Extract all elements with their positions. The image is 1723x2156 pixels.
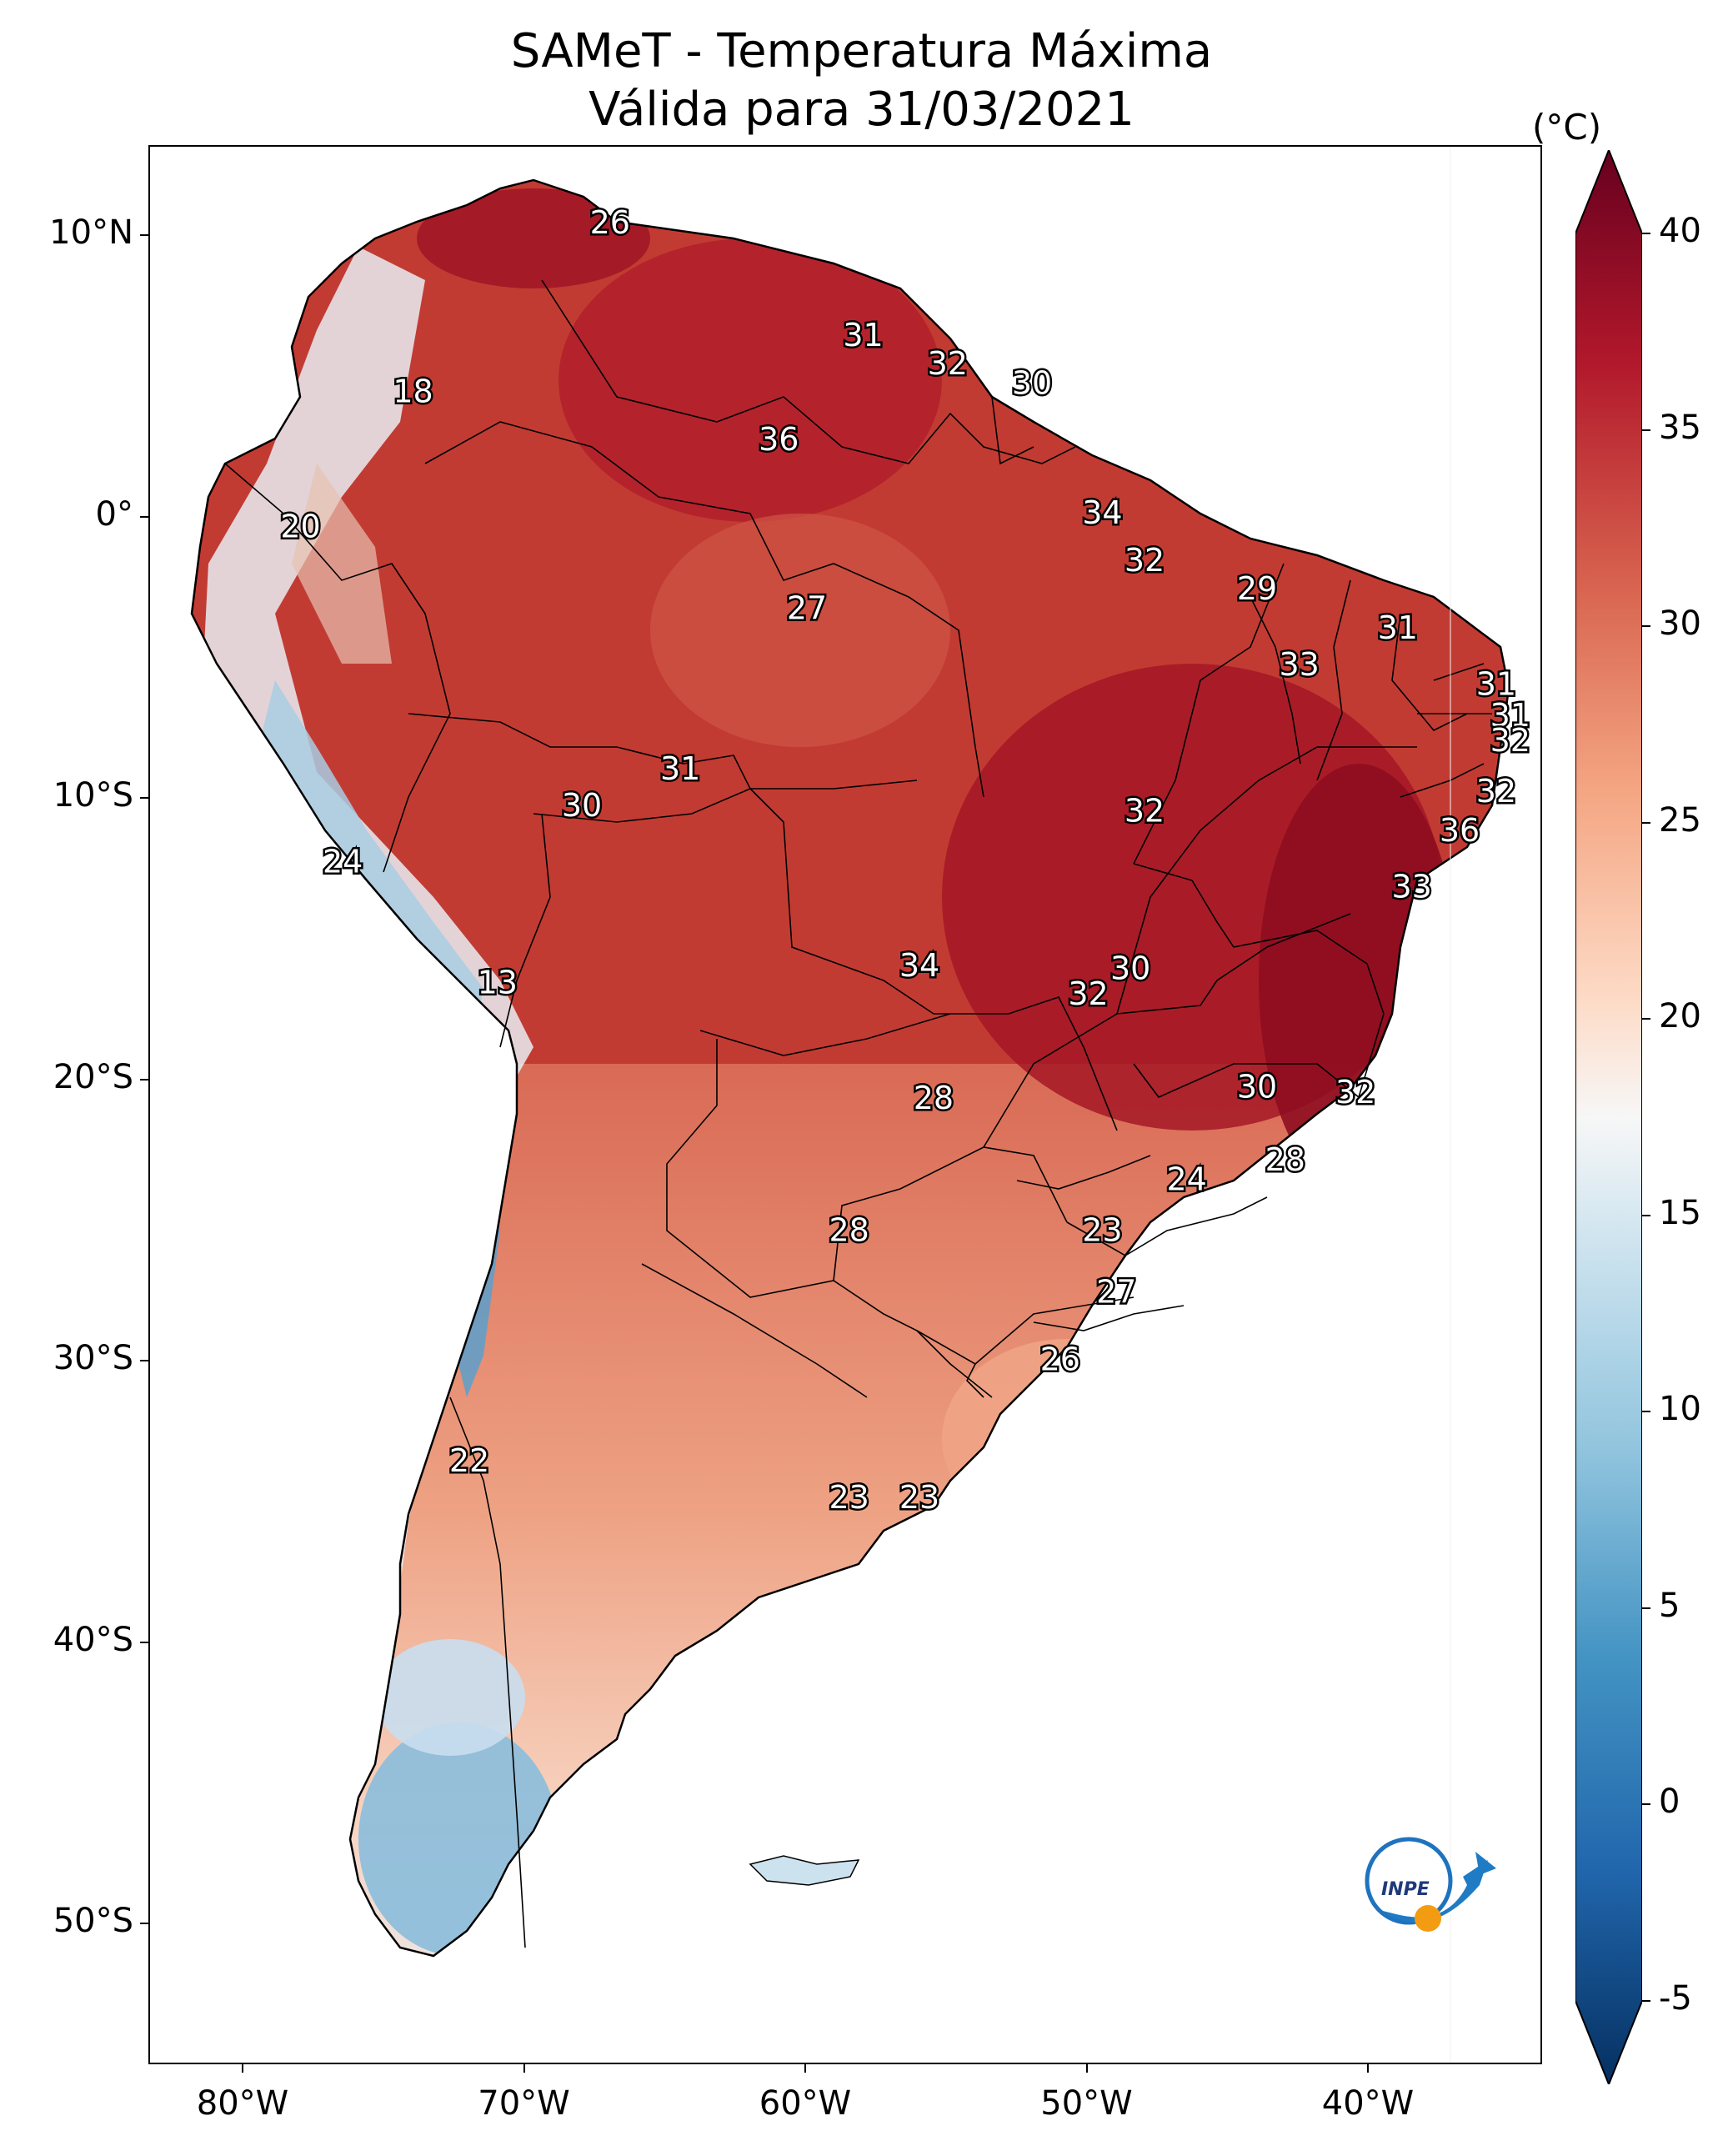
- colorbar-tick-label: 10: [1659, 1390, 1701, 1429]
- colorbar-tick-label: 35: [1659, 408, 1701, 447]
- latitude-tick-label: 0°: [95, 494, 133, 534]
- colorbar-tick: [1642, 233, 1650, 234]
- temperature-value-label: 31: [1490, 697, 1530, 734]
- map-title: SAMeT - Temperatura Máxima: [510, 24, 1213, 78]
- latitude-tick-label: 40°S: [53, 1620, 133, 1659]
- latitude-tick: [140, 515, 148, 518]
- colorbar: [1575, 150, 1642, 2084]
- latitude-tick-label: 50°S: [53, 1902, 133, 1940]
- temperature-value-label: 33: [1279, 646, 1319, 683]
- temperature-value-label: 29: [1237, 570, 1277, 607]
- temperature-value-label: 32: [1335, 1074, 1375, 1111]
- temperature-value-label: 18: [393, 374, 433, 410]
- inpe-logo: INPE: [1365, 1837, 1496, 1932]
- colorbar-gradient: [1575, 150, 1642, 2084]
- temperature-value-label: 24: [323, 843, 363, 880]
- colorbar-tick-label: 15: [1659, 1193, 1701, 1232]
- colorbar-tick: [1642, 2000, 1650, 2002]
- temperature-value-label: 32: [1124, 542, 1165, 579]
- colorbar-tick-label: 25: [1659, 800, 1701, 840]
- colorbar-tick: [1642, 821, 1650, 824]
- longitude-tick: [242, 2064, 243, 2073]
- temperature-value-label: 34: [899, 947, 939, 984]
- longitude-tick: [1367, 2064, 1369, 2073]
- temperature-value-label: 23: [1082, 1211, 1122, 1248]
- temperature-value-label: 32: [1490, 722, 1530, 759]
- colorbar-tick-label: 20: [1659, 997, 1701, 1036]
- latitude-tick-label: 10°N: [49, 213, 133, 252]
- political-borders: [224, 279, 1492, 1948]
- longitude-tick-label: 50°W: [1040, 2084, 1133, 2123]
- longitude-tick-label: 40°W: [1321, 2084, 1415, 2123]
- temperature-value-label: 31: [1378, 609, 1418, 646]
- temperature-value-label: 32: [1476, 773, 1516, 810]
- colorbar-tick-label: 30: [1659, 604, 1701, 644]
- colorbar-tick: [1642, 1803, 1650, 1806]
- map-panel: 26 18 31 32 30 36 34 20 32 29 27 31 33 31 31 32 31 30 32 32…: [148, 145, 1542, 2064]
- temperature-value-label: 26: [590, 204, 630, 241]
- temperature-value-label: 30: [1237, 1068, 1277, 1105]
- temperature-value-label: 32: [1068, 975, 1108, 1012]
- temperature-value-label: 23: [899, 1479, 939, 1516]
- temperature-value-label: 36: [759, 421, 799, 458]
- temperature-value-label: 22: [449, 1442, 489, 1479]
- temperature-value-label: 28: [1265, 1141, 1305, 1178]
- longitude-tick: [523, 2064, 525, 2073]
- latitude-tick: [140, 1078, 148, 1081]
- colorbar-tick-label: -5: [1659, 1979, 1692, 2018]
- temperature-value-label: 31: [843, 317, 883, 353]
- temperature-value-label: 30: [1012, 365, 1052, 402]
- temperature-value-label: 13: [478, 964, 518, 1000]
- colorbar-unit: (°C): [1532, 107, 1602, 148]
- temperature-value-label: 23: [829, 1479, 869, 1516]
- colorbar-tick: [1642, 625, 1650, 628]
- inpe-logo-text: INPE: [1381, 1879, 1430, 1900]
- latitude-tick: [140, 234, 148, 236]
- colorbar-tick-label: 40: [1659, 212, 1701, 250]
- falkland-islands: [749, 1855, 860, 1886]
- temperature-value-label: 26: [1040, 1341, 1080, 1378]
- colorbar-tick-label: 0: [1659, 1782, 1680, 1822]
- latitude-tick-label: 30°S: [53, 1339, 133, 1377]
- colorbar-tick: [1642, 1411, 1650, 1413]
- temperature-value-label: 32: [928, 345, 968, 382]
- latitude-tick-label: 20°S: [53, 1057, 133, 1096]
- temperature-value-label: 27: [787, 590, 827, 627]
- latitude-tick: [140, 1923, 148, 1924]
- longitude-tick: [1085, 2064, 1088, 2073]
- temperature-value-label: 28: [829, 1211, 869, 1248]
- map-subtitle: Válida para 31/03/2021: [589, 83, 1134, 137]
- latitude-tick-label: 10°S: [53, 776, 133, 815]
- colorbar-tick-label: 5: [1659, 1586, 1680, 1625]
- latitude-tick: [140, 1360, 148, 1361]
- temperature-value-label: 20: [280, 509, 320, 545]
- longitude-tick-label: 70°W: [478, 2084, 570, 2123]
- temperature-value-label: 27: [1096, 1274, 1136, 1311]
- colorbar-tick: [1642, 1607, 1650, 1609]
- temperature-value-label: 24: [1166, 1161, 1206, 1198]
- temperature-value-label: 31: [1476, 666, 1516, 703]
- colorbar-tick: [1642, 1214, 1650, 1216]
- temperature-value-label: 30: [562, 787, 602, 824]
- temperature-value-label: 33: [1391, 869, 1431, 905]
- latitude-tick: [140, 1641, 148, 1643]
- temperature-value-label: 32: [1124, 793, 1165, 830]
- temperature-value-label: 28: [914, 1080, 954, 1116]
- temperature-value-label: 36: [1440, 812, 1480, 849]
- colorbar-tick: [1642, 429, 1650, 431]
- longitude-tick-label: 80°W: [196, 2084, 289, 2123]
- temperature-value-label: 31: [660, 750, 700, 787]
- temperature-value-label: 34: [1082, 494, 1122, 531]
- latitude-tick: [140, 797, 148, 799]
- temperature-field: [192, 180, 1509, 1956]
- colorbar-tick: [1642, 1018, 1650, 1020]
- temperature-value-label: 30: [1110, 950, 1150, 987]
- longitude-tick: [804, 2064, 806, 2073]
- longitude-tick-label: 60°W: [759, 2084, 852, 2123]
